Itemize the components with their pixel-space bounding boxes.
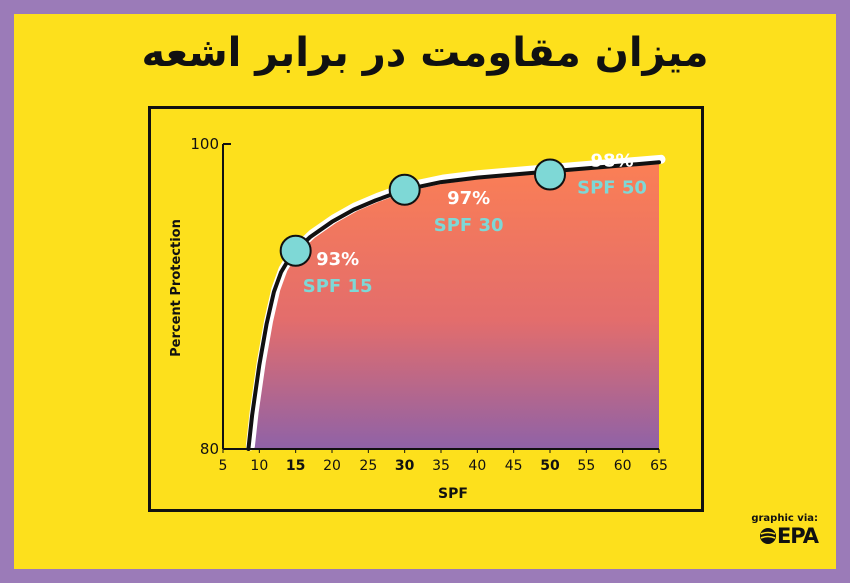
- credit-label: graphic via:: [751, 513, 818, 524]
- credit: graphic via: EPA: [751, 513, 819, 548]
- epa-logo-text: EPA: [776, 524, 819, 548]
- x-tick-label: 5: [219, 458, 228, 474]
- highlight-labels: 93% SPF 15 97% SPF 30 98% SPF 50: [303, 151, 647, 297]
- x-tick-label: 25: [359, 458, 377, 474]
- highlight-spf-label: SPF 30: [434, 215, 504, 236]
- highlight-markers: [279, 158, 566, 267]
- highlight-percent-label: 97%: [447, 188, 490, 209]
- x-axis-label: SPF: [438, 486, 468, 502]
- x-tick-label: 40: [468, 458, 486, 474]
- highlight-marker: [279, 234, 312, 267]
- highlight-marker: [534, 158, 566, 191]
- y-axis-label: Percent Protection: [169, 219, 184, 357]
- highlight-spf-label: SPF 50: [577, 178, 647, 199]
- highlight-spf-label: SPF 15: [303, 276, 373, 297]
- highlight-percent-label: 93%: [316, 249, 359, 270]
- highlight-marker: [388, 173, 421, 206]
- x-tick-label: 35: [432, 458, 450, 474]
- x-tick-label: 15: [286, 458, 305, 474]
- protection-area: [248, 162, 659, 450]
- x-tick-label: 20: [323, 458, 341, 474]
- y-axis-ticks: 80 100: [190, 135, 231, 458]
- y-tick-label: 100: [190, 135, 219, 153]
- x-tick-label: 60: [614, 458, 632, 474]
- page-title: میزان مقاومت در برابر اشعه: [141, 30, 709, 76]
- x-tick-label: 10: [250, 458, 268, 474]
- x-tick-label: 55: [577, 458, 595, 474]
- chart-frame: [148, 106, 704, 512]
- highlight-percent-label: 98%: [590, 151, 633, 172]
- epa-logo: EPA: [751, 524, 819, 548]
- x-tick-label: 65: [650, 458, 668, 474]
- epa-globe-icon: [759, 528, 776, 544]
- x-tick-label: 45: [505, 458, 523, 474]
- x-tick-label: 50: [540, 458, 560, 474]
- y-tick-label: 80: [200, 440, 219, 458]
- x-tick-label: 30: [395, 458, 415, 474]
- x-axis-ticks: 5 10 15 20 25 30 35 40 45 50 55 60 65: [219, 449, 668, 474]
